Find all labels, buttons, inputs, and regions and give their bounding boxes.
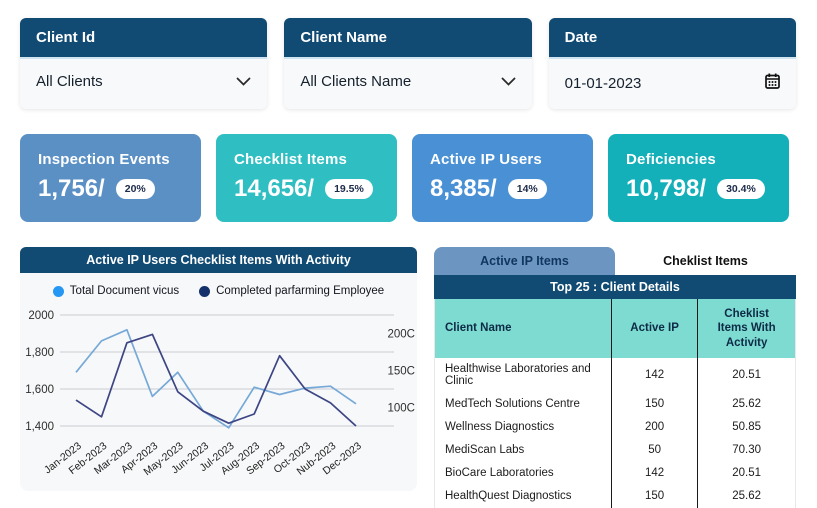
filter-date-label: Date xyxy=(548,18,796,59)
column-checklist-activity: Cheklist Items With Activity xyxy=(697,299,795,359)
table-wrap: Client Name Active IP Cheklist Items Wit… xyxy=(434,299,796,508)
y-axis-tick: 1,400 xyxy=(25,421,54,433)
client-table: Client Name Active IP Cheklist Items Wit… xyxy=(435,299,795,508)
kpi-row: Inspection Events 1,756/ 20% Checklist I… xyxy=(20,134,796,222)
table-header-row: Client Name Active IP Cheklist Items Wit… xyxy=(435,299,795,359)
table-row: HealthQuest Diagnostics 150 25.62 xyxy=(435,484,795,508)
client-id-dropdown[interactable]: All Clients xyxy=(20,59,267,106)
kpi-card: Inspection Events 1,756/ 20% xyxy=(20,134,201,222)
kpi-value: 14,656/ xyxy=(234,175,315,202)
kpi-value: 10,798/ xyxy=(626,175,707,202)
table-cell: 25.62 xyxy=(697,484,795,508)
kpi-label: Deficiencies xyxy=(626,151,716,168)
legend-label: Total Document vicus xyxy=(69,285,180,297)
table-cell: Wellness Diagnostics xyxy=(445,420,555,433)
table-row: MediScan Labs 50 70.30 xyxy=(435,438,795,462)
y-axis-tick: 2000 xyxy=(28,310,54,322)
table-cell: HealthQuest Diagnostics xyxy=(445,489,572,502)
filter-client-id: Client Id All Clients xyxy=(20,18,268,109)
chart-title: Active IP Users Checklist Items With Act… xyxy=(20,247,417,273)
table-cell: 150 xyxy=(610,484,698,508)
table-cell: 50 xyxy=(610,438,698,462)
tabs-row: Active IP Items Cheklist Items xyxy=(434,247,796,275)
client-name-dropdown[interactable]: All Clients Name xyxy=(284,59,531,106)
chart-legend: Total Document vicus Completed parfarmin… xyxy=(20,273,417,299)
tab-cheklist-items[interactable]: Cheklist Items xyxy=(615,247,796,275)
series-line xyxy=(75,328,357,429)
kpi-value: 8,385/ xyxy=(430,175,497,202)
kpi-badge: 20% xyxy=(115,179,155,199)
y-axis-tick: 1,800 xyxy=(25,347,54,359)
right-axis-tick: 100C xyxy=(388,403,416,415)
table-cell: 150 xyxy=(610,392,698,416)
kpi-label: Active IP Users xyxy=(430,151,542,168)
kpi-card: Checklist Items 14,656/ 19.5% xyxy=(216,134,397,222)
series-line xyxy=(75,333,357,427)
client-id-value: All Clients xyxy=(36,73,103,90)
right-axis-tick: 150C xyxy=(388,366,416,378)
legend-item[interactable]: Total Document vicus xyxy=(52,285,180,297)
filter-client-name: Client Name All Clients Name xyxy=(284,18,532,109)
kpi-badge: 30.4% xyxy=(717,179,765,199)
right-axis-tick: 200C xyxy=(388,329,416,341)
table-cell: 200 xyxy=(610,415,698,439)
table-row: BioCare Laboratories 142 20.51 xyxy=(435,461,795,485)
kpi-badge: 19.5% xyxy=(325,179,373,199)
column-active-ip: Active IP xyxy=(610,299,698,359)
table-cell: 50.85 xyxy=(697,415,795,439)
chevron-down-icon[interactable] xyxy=(501,73,516,90)
table-cell: 20.51 xyxy=(697,461,795,485)
table-row: MedTech Solutions Centre 150 25.62 xyxy=(435,392,795,416)
kpi-value: 1,756/ xyxy=(38,175,105,202)
kpi-card: Active IP Users 8,385/ 14% xyxy=(412,134,593,222)
bottom-row: Active IP Users Checklist Items With Act… xyxy=(20,247,796,508)
filter-date: Date 01-01-2023 xyxy=(548,18,796,109)
kpi-badge: 14% xyxy=(507,179,547,199)
legend-dot xyxy=(52,285,64,297)
chevron-down-icon[interactable] xyxy=(236,73,251,90)
table-cell: MediScan Labs xyxy=(445,443,525,456)
table-cell: 70.30 xyxy=(697,438,795,462)
kpi-label: Inspection Events xyxy=(38,151,170,168)
client-table-body: Healthwise Laboratories and Clinic 142 20.… xyxy=(435,358,795,508)
calendar-icon[interactable] xyxy=(765,73,780,93)
y-axis-tick: 1,600 xyxy=(25,384,54,396)
legend-dot xyxy=(199,285,211,297)
table-cell: 142 xyxy=(610,358,698,393)
table-row: Healthwise Laboratories and Clinic 142 20.… xyxy=(435,358,795,393)
table-row: Wellness Diagnostics 200 50.85 xyxy=(435,415,795,439)
filters-row: Client Id All Clients Client Name All Cl… xyxy=(20,18,796,109)
kpi-card: Deficiencies 10,798/ 30.4% xyxy=(608,134,789,222)
table-cell: 142 xyxy=(610,461,698,485)
client-table-panel: Active IP Items Cheklist Items Top 25 : … xyxy=(434,247,796,508)
table-cell: BioCare Laboratories xyxy=(445,466,554,479)
date-value: 01-01-2023 xyxy=(564,74,642,92)
table-title: Top 25 : Client Details xyxy=(434,275,796,299)
table-cell: 20.51 xyxy=(697,358,795,393)
date-picker[interactable]: 01-01-2023 xyxy=(549,59,796,109)
filter-client-id-label: Client Id xyxy=(20,18,268,59)
filter-client-name-label: Client Name xyxy=(284,18,532,59)
chart-panel: Active IP Users Checklist Items With Act… xyxy=(20,247,417,491)
column-client-name: Client Name xyxy=(435,299,612,359)
line-chart: 20001,8001,6001,400200C150C100CJan-2023F… xyxy=(25,310,416,478)
table-cell: Healthwise Laboratories and Clinic xyxy=(445,363,591,388)
table-cell: MedTech Solutions Centre xyxy=(445,397,580,410)
client-name-value: All Clients Name xyxy=(300,73,412,90)
table-cell: 25.62 xyxy=(697,392,795,416)
legend-label: Completed parfarming Employee xyxy=(216,285,385,297)
tab-active-ip-items[interactable]: Active IP Items xyxy=(434,247,615,275)
kpi-label: Checklist Items xyxy=(234,151,348,168)
legend-item[interactable]: Completed parfarming Employee xyxy=(199,285,384,297)
